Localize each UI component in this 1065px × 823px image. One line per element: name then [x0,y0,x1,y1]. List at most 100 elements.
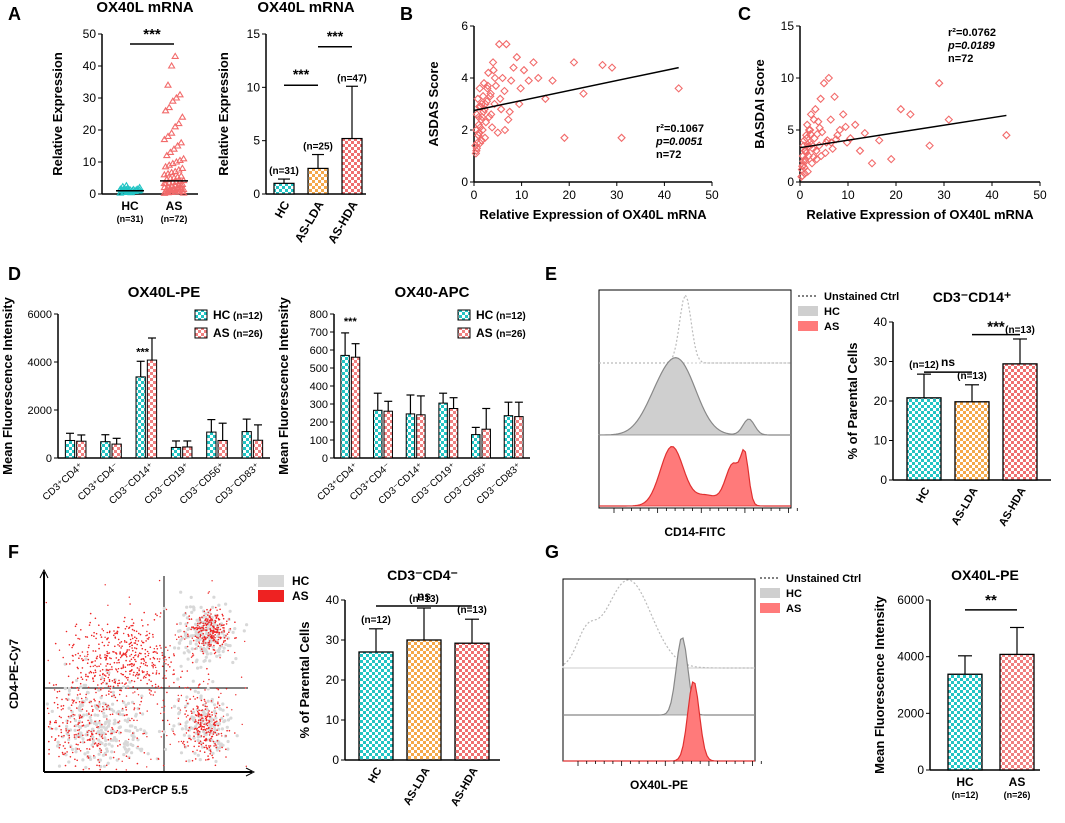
F_flow-event [204,637,206,639]
F_flow-event [128,680,132,684]
E_bar-ytick-label: 30 [874,355,888,369]
F_flow-event [199,665,203,669]
F_flow-event [142,625,144,627]
F_flow-event [137,745,139,748]
B-point [475,123,485,132]
F_flow-event [131,637,134,640]
F_flow-event [131,628,134,631]
F_flow-event [209,609,211,612]
B-point [489,65,498,75]
A1-n-label: (n=31) [117,214,144,224]
F_flow-event [98,687,100,689]
B-xtick-label: 20 [563,188,577,202]
F_flow-event [196,705,198,707]
F_flow-event [202,659,206,663]
F_flow-event [134,675,137,677]
F_flow-event [200,709,202,712]
F_flow-event [108,756,113,760]
F_flow-event [196,753,200,757]
F_flow-event [121,682,124,684]
F_flow-event [199,683,201,685]
F_flow-event [129,655,131,657]
F_flow-event [152,636,154,638]
F_flow-event [132,735,136,739]
F_flow-event [183,743,186,746]
F_flow-event [87,658,90,661]
F_flow-event [178,636,180,638]
F_flow-event [200,717,203,719]
F_flow-event [122,685,126,689]
F_flow-event [219,750,221,752]
F_flow-event [160,736,162,738]
F_flow-event [209,629,212,631]
F_flow-event [60,735,63,738]
F_flow-event [221,702,225,706]
F_flow-event [84,655,86,657]
F_flow-event [207,632,210,634]
F_flow-event [228,729,231,732]
F_flow-event [155,651,157,653]
F_flow-event [152,663,155,666]
F_flow-event [191,661,194,664]
F_flow-event [129,673,131,675]
F_flow-event [145,676,147,679]
F_flow-event [173,681,175,684]
F_flow-event [104,738,108,743]
F_flow-event [113,634,115,637]
F_flow-event [131,737,135,742]
F_flow-event [171,707,173,709]
F_flow-event [134,712,138,717]
G_bar-bar [947,673,983,771]
F_flow-event [48,712,50,715]
F_flow-event [184,687,186,689]
F_flow-event [129,645,131,648]
F_flow-event [152,672,154,674]
F_flow-event [211,619,213,622]
F_flow-event [213,652,216,655]
F_flow-event [179,638,183,642]
F_flow-event [58,747,61,749]
F_flow-event [184,645,188,650]
F_flow-event [78,657,80,659]
F_flow-event [167,664,169,666]
F_flow-event [182,733,186,737]
F_flow-event [216,609,218,611]
F_flow-event [206,608,208,611]
F_flow-event [118,693,121,696]
F_flow-event [142,729,146,733]
F_flow-event [72,644,74,647]
B-point [494,39,504,49]
F_flow-event [197,627,200,630]
F_bar-bar [358,651,394,761]
F_flow-event [208,710,210,712]
F_flow-event [79,733,83,737]
F_flow-event [217,638,220,641]
F_flow-event [155,666,157,669]
F_flow-event [213,626,215,629]
F_flow-event [226,706,228,709]
F_flow-event [53,689,56,691]
F_flow-event [198,638,202,642]
G_hist-curve-2 [563,681,755,762]
F_flow-event [81,708,84,711]
F_flow-event [125,709,128,711]
F_flow-event [144,656,147,658]
F_flow-event [98,701,101,703]
F_flow-event [162,764,165,767]
F_flow-event [125,695,128,697]
F_flow-event [207,712,209,714]
panel-letter-D: D [8,264,21,284]
A1-point [161,106,170,114]
F_flow-event [210,737,212,740]
F_flow-event [205,746,207,749]
F_flow-event [77,652,79,655]
E_hist-legend-swatch [798,306,818,316]
D2-ytick-label: 100 [310,435,328,447]
C-point [828,144,837,153]
F_flow-event [205,707,209,711]
F_flow-event [105,675,107,677]
F_flow-event [216,627,218,629]
F_flow-event [145,635,147,637]
C-point [807,159,817,168]
F_flow-event [106,718,108,720]
